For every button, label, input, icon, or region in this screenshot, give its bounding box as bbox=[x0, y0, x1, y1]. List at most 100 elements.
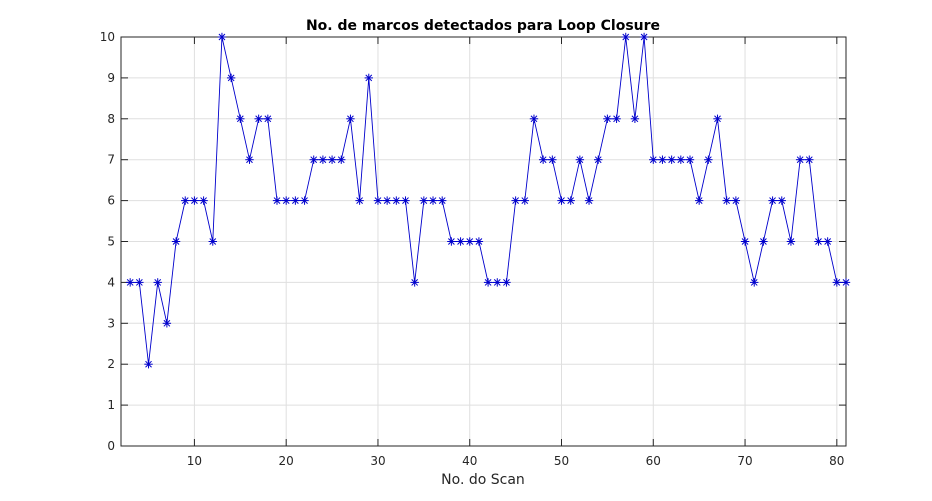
data-point bbox=[125, 278, 135, 287]
marker-stroke bbox=[383, 197, 391, 204]
marker-stroke bbox=[126, 279, 134, 286]
marker-stroke bbox=[172, 238, 180, 245]
y-tick-label: 5 bbox=[107, 235, 115, 249]
data-point bbox=[281, 196, 291, 205]
marker-stroke bbox=[796, 156, 804, 164]
marker-stroke bbox=[466, 238, 474, 245]
data-point bbox=[291, 196, 300, 205]
data-point bbox=[181, 196, 190, 205]
marker-stroke bbox=[732, 197, 740, 204]
y-tick-label: 9 bbox=[107, 71, 115, 85]
data-point bbox=[722, 196, 731, 205]
data-point bbox=[529, 114, 539, 123]
marker-stroke bbox=[640, 33, 648, 41]
x-tick-label: 10 bbox=[187, 454, 202, 468]
marker-stroke bbox=[255, 115, 263, 123]
marker-stroke bbox=[695, 197, 703, 204]
marker-stroke bbox=[484, 279, 492, 286]
data-point bbox=[309, 155, 318, 164]
marker-stroke bbox=[622, 33, 630, 41]
data-point bbox=[355, 196, 364, 205]
marker-stroke bbox=[282, 197, 290, 204]
marker-stroke bbox=[539, 156, 547, 164]
data-point bbox=[841, 278, 851, 287]
marker-stroke bbox=[438, 197, 446, 204]
data-point bbox=[226, 73, 236, 83]
marker-stroke bbox=[815, 238, 822, 245]
data-point bbox=[456, 237, 465, 246]
marker-stroke bbox=[594, 156, 602, 164]
marker-stroke bbox=[328, 156, 336, 164]
marker-stroke bbox=[503, 279, 510, 286]
marker-stroke bbox=[512, 197, 519, 204]
marker-stroke bbox=[769, 197, 776, 204]
data-point bbox=[254, 114, 263, 123]
marker-stroke bbox=[741, 238, 749, 245]
marker-stroke bbox=[135, 279, 143, 286]
marker-stroke bbox=[631, 115, 639, 123]
x-tick-label: 20 bbox=[279, 454, 294, 468]
marker-stroke bbox=[833, 279, 841, 286]
marker-stroke bbox=[659, 156, 666, 164]
data-point bbox=[392, 196, 401, 205]
data-point bbox=[777, 196, 786, 205]
data-point bbox=[584, 196, 594, 205]
data-point bbox=[713, 114, 722, 123]
marker-stroke bbox=[264, 115, 272, 123]
marker-stroke bbox=[668, 156, 676, 164]
x-tick-label: 30 bbox=[370, 454, 385, 468]
data-point bbox=[419, 196, 429, 205]
data-point bbox=[337, 155, 346, 164]
x-tick-label: 60 bbox=[646, 454, 661, 468]
data-point bbox=[153, 278, 162, 287]
data-point bbox=[832, 278, 842, 287]
marker-stroke bbox=[714, 115, 721, 123]
data-point bbox=[786, 237, 796, 246]
marker-stroke bbox=[227, 74, 235, 82]
marker-stroke bbox=[604, 115, 611, 123]
data-point bbox=[447, 237, 456, 246]
data-point bbox=[759, 237, 768, 246]
marker-stroke bbox=[558, 197, 565, 204]
y-tick-label: 6 bbox=[107, 194, 115, 208]
x-tick-label: 50 bbox=[554, 454, 569, 468]
marker-stroke bbox=[567, 197, 575, 204]
marker-stroke bbox=[310, 156, 318, 164]
marker-stroke bbox=[677, 156, 685, 164]
data-point bbox=[740, 237, 750, 246]
y-tick-label: 7 bbox=[107, 153, 115, 167]
data-point bbox=[144, 360, 153, 369]
y-tick-label: 3 bbox=[107, 316, 115, 330]
data-point bbox=[667, 155, 676, 164]
marker-stroke bbox=[319, 156, 327, 164]
data-point bbox=[162, 319, 172, 328]
data-point bbox=[639, 32, 649, 42]
marker-stroke bbox=[448, 238, 455, 245]
data-point bbox=[658, 155, 667, 164]
marker-stroke bbox=[163, 319, 171, 327]
data-point bbox=[364, 73, 373, 83]
data-point bbox=[795, 155, 805, 164]
data-point bbox=[612, 114, 621, 123]
y-tick-label: 0 bbox=[107, 439, 115, 453]
data-point bbox=[594, 155, 603, 164]
marker-stroke bbox=[291, 197, 299, 204]
data-point bbox=[318, 155, 328, 164]
marker-stroke bbox=[200, 197, 207, 204]
data-point bbox=[263, 114, 273, 123]
y-tick-label: 2 bbox=[107, 357, 115, 371]
marker-stroke bbox=[530, 115, 538, 123]
tick-labels: 10 20 30 40 50 60 70 80 0 1 2 3 4 5 6 7 8 9 10 bbox=[100, 30, 845, 468]
data-point bbox=[685, 155, 695, 164]
marker-stroke bbox=[392, 197, 400, 204]
chart-title: No. de marcos detectados para Loop Closu… bbox=[306, 18, 660, 34]
marker-stroke bbox=[750, 279, 758, 286]
marker-stroke bbox=[805, 156, 813, 164]
data-point bbox=[502, 278, 511, 287]
marker-stroke bbox=[686, 156, 694, 164]
data-point bbox=[438, 196, 447, 205]
marker-stroke bbox=[301, 197, 308, 204]
data-point bbox=[245, 155, 254, 164]
data-point bbox=[190, 196, 199, 205]
